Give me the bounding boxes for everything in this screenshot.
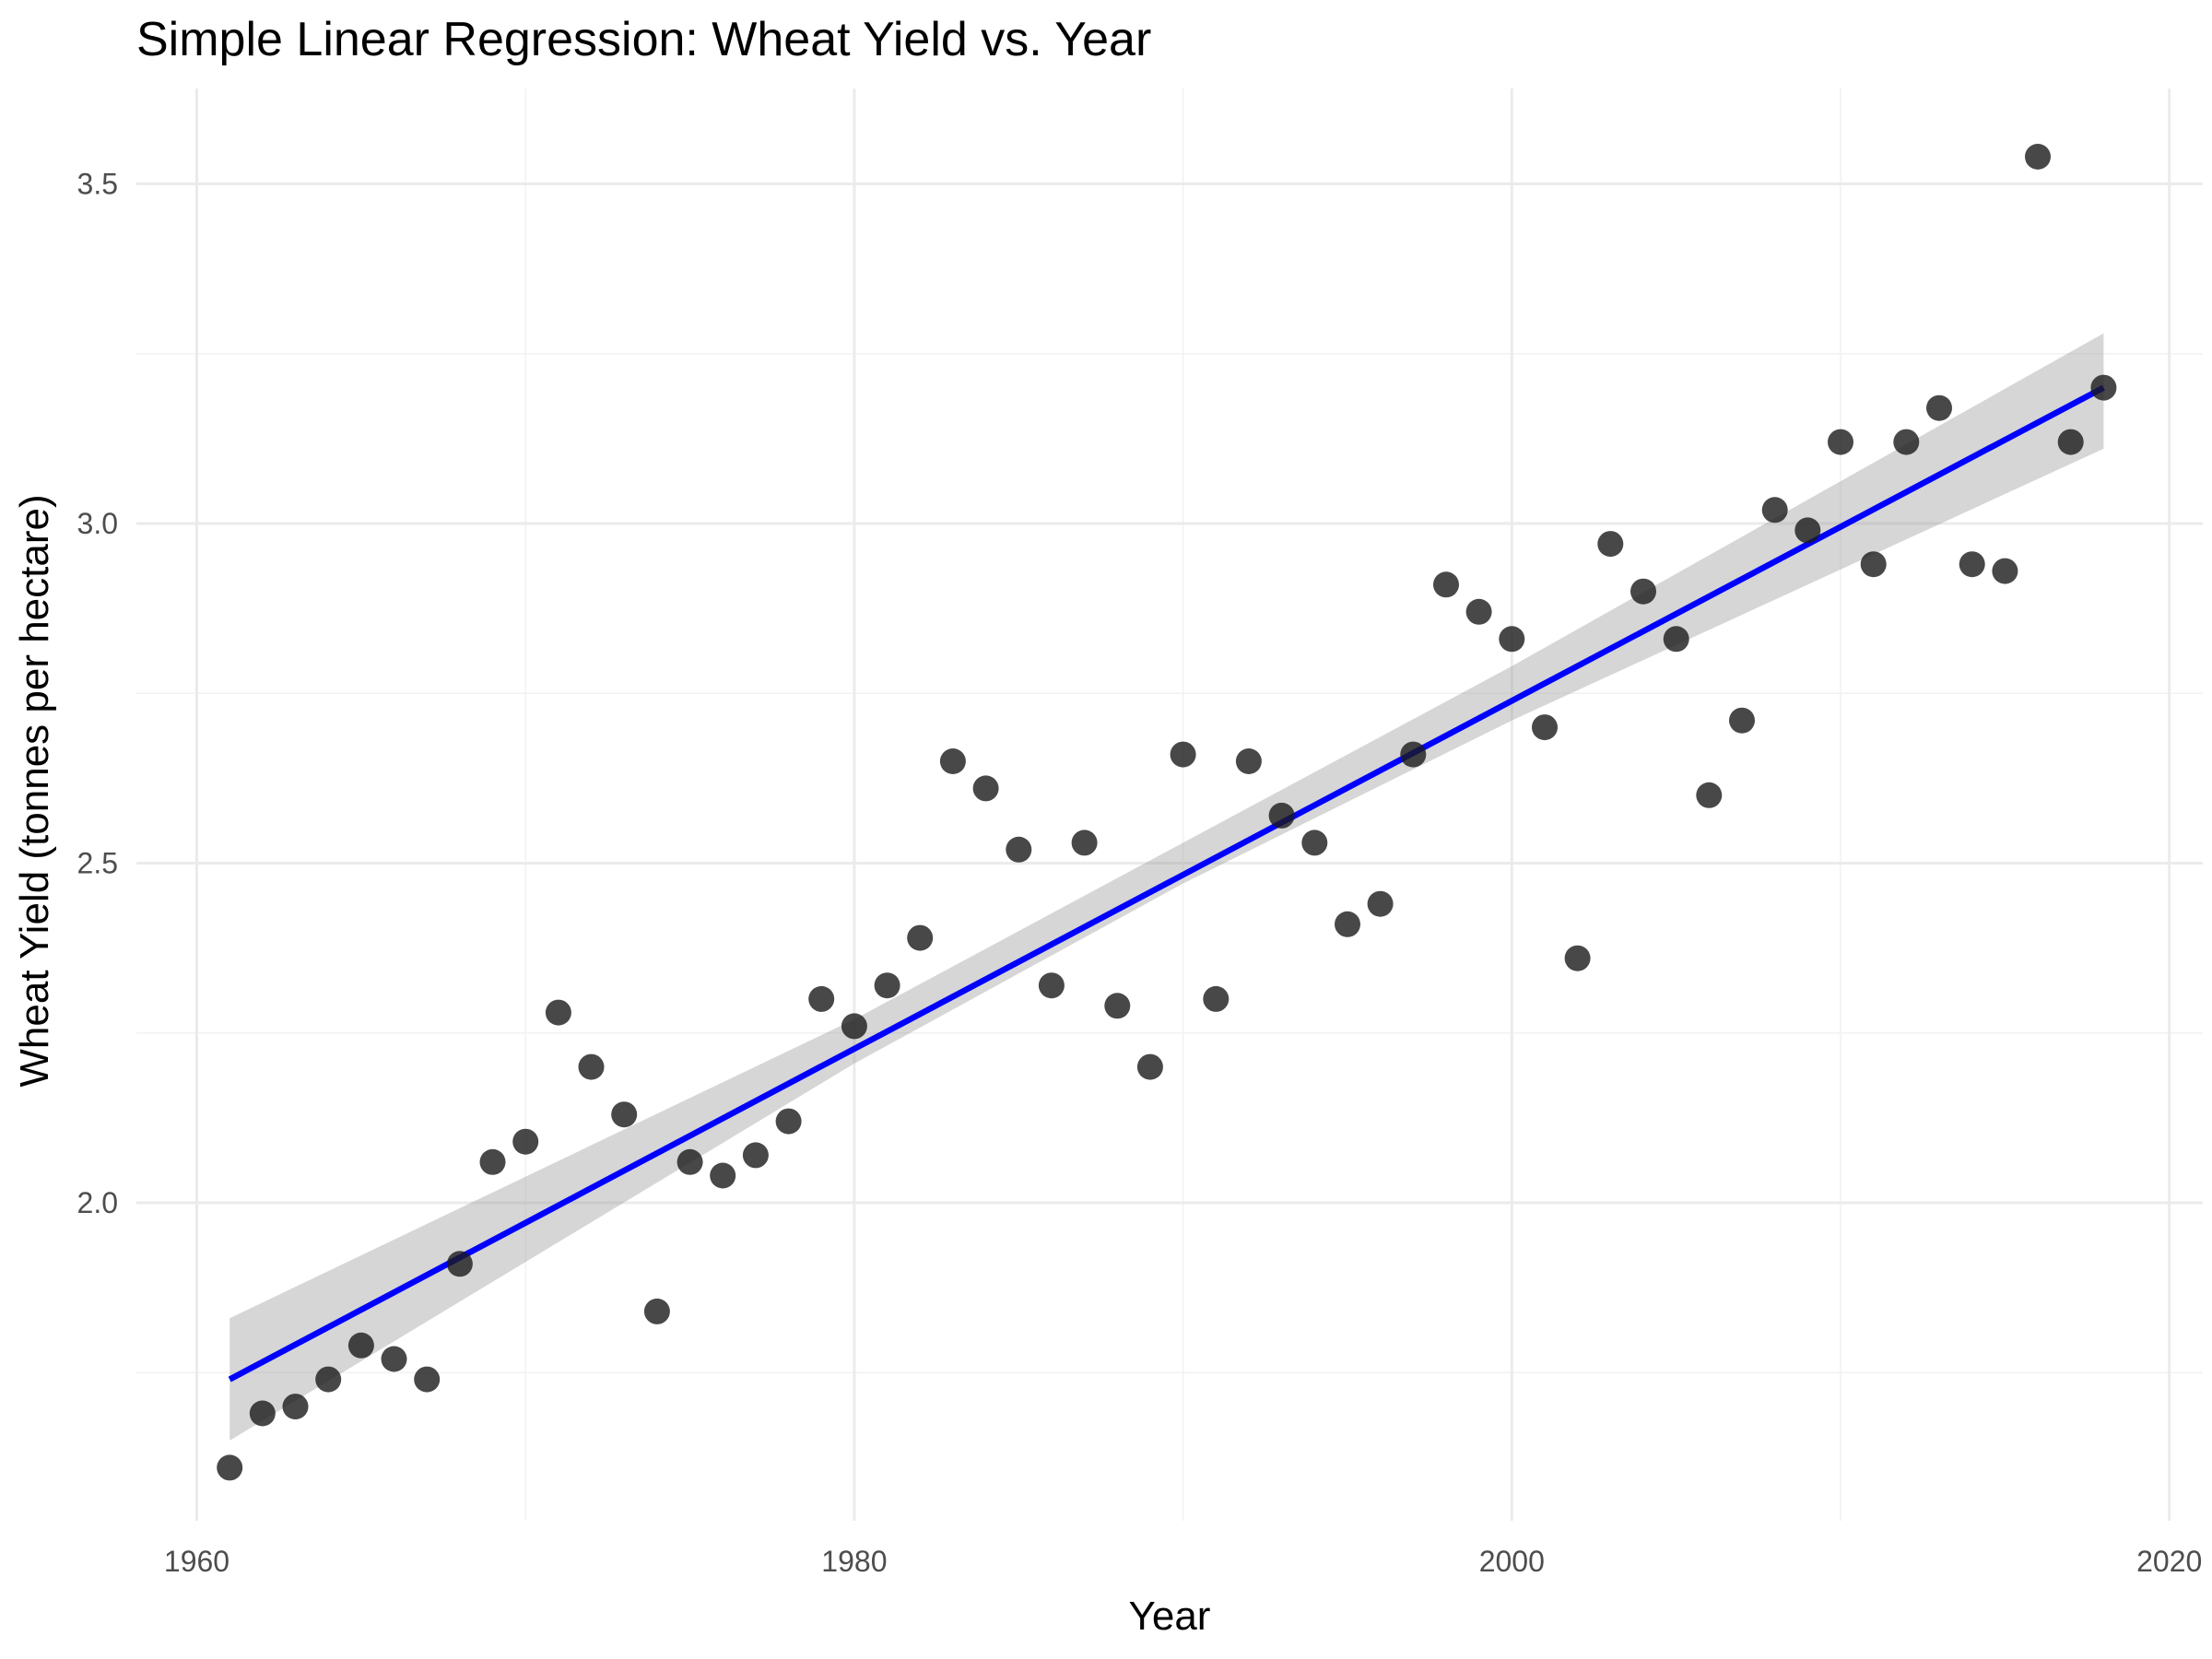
x-tick-label: 2020: [2136, 1545, 2202, 1578]
data-point: [1597, 531, 1624, 558]
data-point: [1006, 836, 1032, 863]
data-point: [1959, 551, 1985, 578]
data-point: [1268, 802, 1295, 829]
y-tick-label: 3.0: [77, 507, 118, 540]
data-point: [1400, 741, 1427, 768]
data-point: [742, 1142, 769, 1169]
x-tick-label: 1960: [164, 1545, 229, 1578]
data-points: [217, 144, 2117, 1481]
data-point: [2090, 374, 2117, 401]
data-point: [1630, 578, 1656, 605]
data-point: [841, 1013, 867, 1040]
data-point: [874, 972, 900, 999]
data-point: [1663, 626, 1689, 653]
data-point: [1761, 497, 1788, 524]
data-point: [1926, 394, 1952, 421]
data-point: [1794, 517, 1821, 544]
data-point: [2057, 429, 2084, 455]
data-point: [381, 1346, 407, 1372]
data-point: [578, 1053, 605, 1080]
data-point: [1301, 830, 1328, 856]
data-point: [1203, 985, 1230, 1012]
data-point: [775, 1108, 802, 1135]
data-point: [1235, 748, 1262, 774]
data-point: [1104, 993, 1131, 1019]
data-point: [1860, 551, 1887, 578]
data-point: [1499, 626, 1525, 653]
data-point: [347, 1332, 374, 1359]
data-point: [217, 1454, 243, 1481]
gridlines: [136, 88, 2203, 1521]
data-point: [1367, 890, 1394, 917]
data-point: [1433, 571, 1459, 598]
data-point: [643, 1298, 670, 1324]
data-point: [972, 775, 999, 802]
regression-line: [228, 384, 2105, 1382]
data-point: [1992, 558, 2018, 584]
data-point: [710, 1162, 736, 1189]
data-point: [512, 1128, 539, 1155]
data-point: [315, 1366, 342, 1393]
y-tick-label: 3.5: [77, 168, 118, 201]
data-point: [249, 1400, 276, 1427]
data-point: [1828, 429, 1853, 455]
data-point: [1893, 429, 1920, 455]
y-tick-label: 2.0: [77, 1186, 118, 1219]
data-point: [1465, 598, 1492, 625]
chart-title: Simple Linear Regression: Wheat Yield vs…: [136, 13, 1151, 66]
data-point: [1136, 1053, 1163, 1080]
data-point: [414, 1366, 441, 1393]
data-point: [1532, 714, 1558, 741]
x-axis-title: Year: [1129, 1594, 1211, 1639]
data-point: [907, 924, 934, 951]
x-tick-label: 1980: [821, 1545, 887, 1578]
x-tick-label: 2000: [1479, 1545, 1545, 1578]
data-point: [446, 1251, 473, 1277]
data-point: [545, 999, 571, 1026]
tick-labels: 1960 1980 2000 2020 2.0 2.5 3.0 3.5: [77, 168, 2203, 1579]
data-point: [1170, 741, 1196, 768]
data-point: [1729, 707, 1755, 734]
data-point: [479, 1148, 506, 1175]
data-point: [1071, 830, 1098, 856]
confidence-band: [229, 333, 2104, 1441]
data-point: [808, 985, 835, 1012]
y-tick-label: 2.5: [77, 847, 118, 880]
data-point: [1038, 972, 1065, 999]
data-point: [611, 1101, 638, 1128]
data-point: [677, 1148, 703, 1175]
data-point: [282, 1394, 309, 1420]
y-axis-title: Wheat Yield (tonnes per hectare): [12, 494, 57, 1087]
data-point: [1564, 945, 1591, 971]
data-point: [939, 748, 966, 774]
data-point: [2025, 144, 2051, 170]
data-point: [1696, 782, 1723, 808]
data-point: [1335, 911, 1360, 937]
